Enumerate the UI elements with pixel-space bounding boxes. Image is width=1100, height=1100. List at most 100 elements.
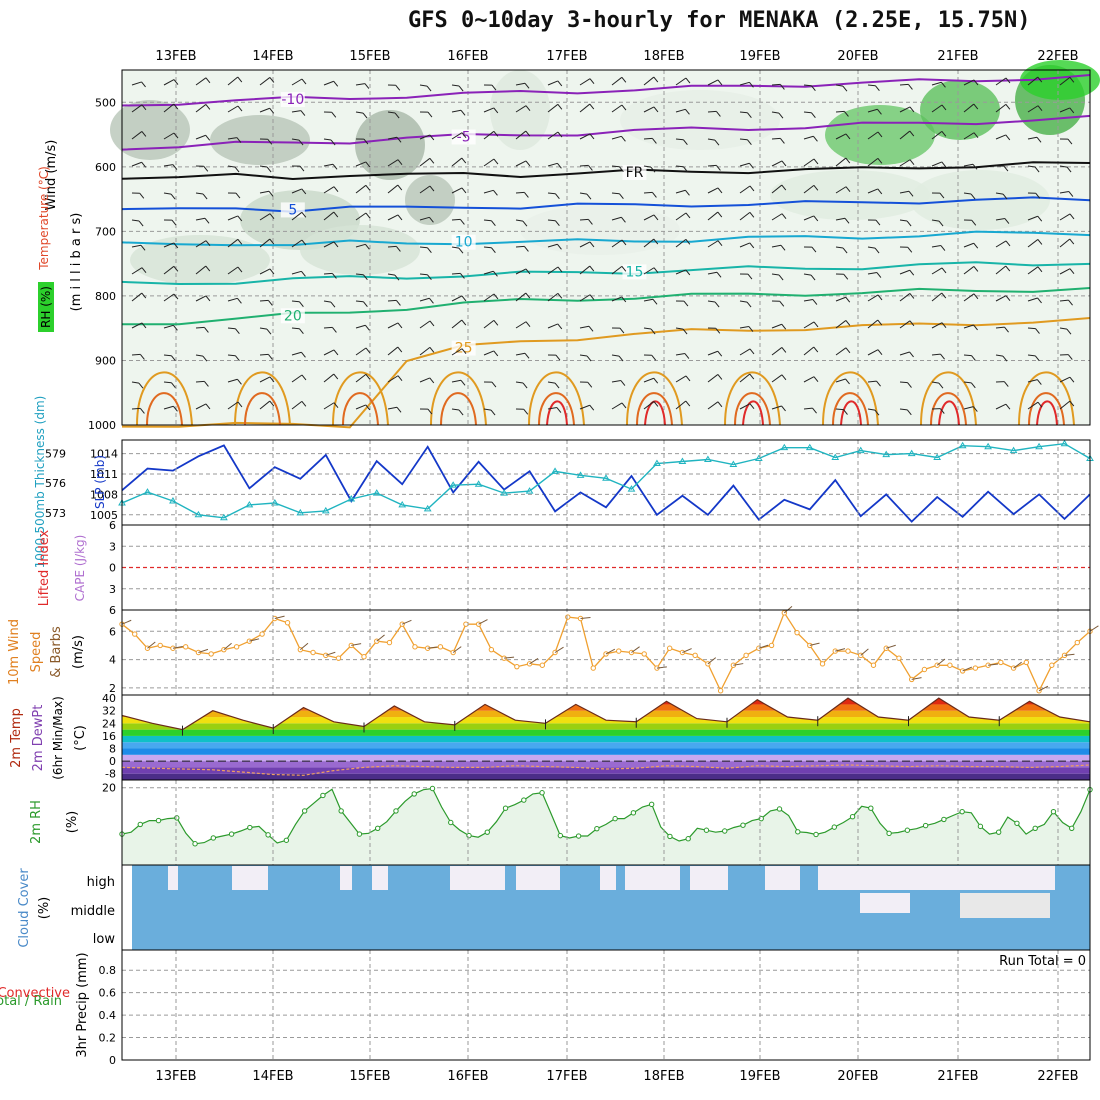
- wind-barb: [269, 400, 275, 407]
- wind-barb: [419, 320, 431, 329]
- wind-barb: [685, 375, 691, 382]
- wind-barb: [131, 381, 140, 384]
- wind-barb: [141, 81, 146, 88]
- wind-barb: [396, 136, 402, 143]
- ylabel-temperature: Temperature (°C): [37, 166, 51, 271]
- wind-barb: [525, 160, 531, 167]
- wind-barb: [909, 269, 915, 276]
- wind-barb: [301, 212, 307, 218]
- wind10-barb: [1013, 661, 1022, 669]
- wind-barb: [579, 404, 590, 410]
- wind-barb: [1067, 138, 1073, 145]
- wind-barb: [781, 160, 787, 167]
- wind-barb: [426, 247, 432, 254]
- cloud-clear-high: [168, 866, 178, 890]
- rh-marker: [155, 817, 162, 824]
- rh-marker: [1069, 825, 1075, 831]
- wind-barb: [323, 138, 332, 141]
- temperature-contour: [121, 261, 1091, 286]
- wind-barb: [235, 192, 241, 199]
- wind-barb: [364, 83, 370, 89]
- wind-barb: [813, 321, 819, 328]
- wind-barb: [460, 379, 466, 386]
- wind10-barb: [682, 648, 692, 653]
- wind10-marker: [998, 659, 1004, 666]
- wind-barb: [1059, 299, 1069, 302]
- wind-barb: [237, 266, 243, 273]
- wind-barb: [483, 319, 495, 329]
- wind-barb: [237, 215, 243, 222]
- wind-barb: [803, 346, 815, 356]
- temperature-contour-lobe: [920, 371, 977, 426]
- wind-barb: [643, 106, 655, 113]
- wind-barb: [493, 270, 498, 277]
- wind-barb: [682, 328, 688, 335]
- wind-barb: [460, 273, 465, 279]
- wind-barb: [971, 355, 976, 361]
- wind-barb: [131, 219, 140, 222]
- wind-barb: [163, 405, 174, 410]
- wind-barb: [771, 323, 782, 329]
- wind10-barb: [962, 666, 973, 672]
- wind-barb: [970, 193, 976, 200]
- wind10-barb: [1038, 685, 1049, 692]
- wind-barb: [877, 188, 883, 195]
- cloud-clear-middle: [860, 893, 910, 913]
- ylabel-lifted-index: Lifted Index: [37, 529, 52, 606]
- wind-barb: [909, 320, 915, 327]
- wind-barb: [931, 104, 943, 113]
- wind10-marker: [233, 644, 240, 650]
- wind-barb: [365, 347, 371, 354]
- wind-barb: [588, 165, 593, 171]
- wind-barb: [1027, 401, 1039, 410]
- wind-barb: [522, 382, 528, 389]
- wind-barb: [259, 268, 271, 275]
- wind-barb: [555, 220, 560, 227]
- wind-barb: [547, 243, 558, 248]
- wind-barb: [1037, 401, 1043, 408]
- wind-barb: [365, 243, 370, 250]
- wind-barb: [748, 326, 754, 332]
- wind-barb: [589, 133, 595, 140]
- wind-barb: [525, 292, 531, 299]
- ylabel-minmax: (6hr Min/Max): [51, 696, 65, 780]
- wind-barb: [163, 192, 172, 195]
- rh-marker: [137, 821, 143, 828]
- wind-barb: [451, 132, 463, 140]
- wind-barb: [1059, 400, 1071, 410]
- wind-barb: [195, 240, 207, 248]
- wind10-marker: [947, 662, 953, 668]
- wind-barb: [227, 401, 239, 410]
- wind-barb: [963, 381, 972, 384]
- wind-barb: [387, 245, 397, 248]
- cloud-clear-high: [600, 866, 616, 890]
- temperature-contour-lobe: [636, 392, 673, 426]
- wind-barb: [515, 160, 527, 167]
- wind-barb: [557, 243, 562, 250]
- y-tick-label: 0.6: [99, 987, 117, 1000]
- wind-barb: [204, 327, 209, 333]
- wind-barb: [227, 354, 236, 357]
- wind-barb: [522, 220, 528, 227]
- wind-barb: [845, 320, 851, 326]
- wind-barb: [333, 186, 339, 193]
- wind-barb: [419, 134, 431, 140]
- wind-barb: [803, 321, 815, 329]
- rh-marker: [283, 837, 290, 843]
- wind-barb: [779, 300, 785, 307]
- wind-barb: [131, 292, 143, 302]
- y-tick-label-thickness: 579: [45, 448, 66, 461]
- wind10-barb: [758, 644, 769, 649]
- wind-barb: [131, 244, 142, 248]
- wind-barb: [172, 164, 178, 170]
- y-tick-label-slp: 1011: [90, 468, 118, 481]
- temperature-contour-lobe: [146, 392, 183, 426]
- contour-label-bg: [280, 202, 305, 218]
- y-tick-label: 6: [109, 604, 116, 617]
- temperature-contour-lobe: [546, 400, 568, 426]
- wind-barb: [619, 327, 625, 334]
- wind-barb: [163, 324, 174, 329]
- wind-barb: [451, 187, 463, 194]
- wind-barb: [963, 192, 972, 195]
